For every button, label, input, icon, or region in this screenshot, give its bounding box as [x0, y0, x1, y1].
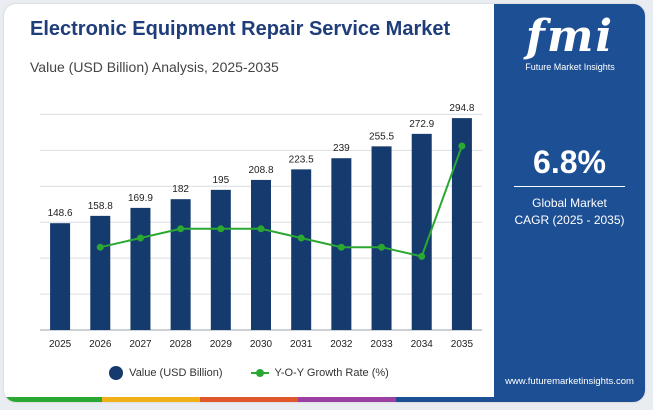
cagr-divider	[514, 186, 625, 187]
color-stripe	[4, 397, 494, 402]
data-label-2028: 182	[172, 184, 189, 195]
cagr-label-line1: Global Market	[532, 196, 607, 210]
data-label-2032: 239	[333, 143, 350, 154]
chart-title: Electronic Equipment Repair Service Mark…	[30, 18, 451, 40]
data-label-2031: 223.5	[289, 154, 314, 165]
cagr-value: 6.8%	[533, 144, 606, 180]
data-label-2026: 158.8	[88, 201, 113, 212]
x-tick-2025: 2025	[49, 339, 72, 350]
bar-2030	[251, 179, 271, 330]
data-label-2030: 208.8	[248, 165, 273, 176]
x-tick-2033: 2033	[370, 339, 393, 350]
legend-swatch-growth	[250, 369, 269, 377]
growth-point-2034	[418, 252, 426, 260]
growth-point-2027	[136, 234, 144, 242]
stripe-segment	[396, 397, 494, 402]
logo-text: Future Market Insights	[525, 62, 615, 72]
legend-item-growth: Y-O-Y Growth Rate (%)	[250, 367, 389, 379]
growth-line-path	[100, 145, 463, 258]
bar-line-chart: 148.6 158.8 169.9 182 195 208.8 223.5 239 255.5 2…	[40, 103, 482, 350]
stripe-segment	[298, 397, 396, 402]
bar-2031	[291, 169, 312, 330]
legend-swatch-value	[109, 366, 124, 380]
growth-point-2029	[217, 225, 225, 233]
growth-point-2031	[297, 234, 305, 242]
chart-card: Electronic Equipment Repair Service Mark…	[4, 4, 645, 402]
x-tick-2027: 2027	[129, 339, 152, 350]
legend-label-growth: Y-O-Y Growth Rate (%)	[274, 367, 389, 379]
x-tick-2031: 2031	[290, 339, 313, 350]
bar-2029	[210, 189, 231, 330]
data-label-2035: 294.8	[449, 103, 474, 114]
legend-label-value: Value (USD Billion)	[129, 367, 223, 379]
x-tick-2032: 2032	[330, 339, 353, 350]
growth-point-2026	[96, 243, 104, 251]
data-label-2029: 195	[212, 175, 229, 186]
x-tick-2026: 2026	[89, 339, 112, 350]
stripe-segment	[4, 397, 102, 402]
x-tick-2028: 2028	[170, 339, 193, 350]
bar-2026	[90, 215, 111, 330]
bar-2035	[451, 118, 472, 330]
growth-point-2032	[337, 243, 345, 251]
chart-legend: Value (USD Billion) Y-O-Y Growth Rate (%…	[4, 366, 494, 380]
bar-2028	[170, 199, 191, 330]
legend-item-value: Value (USD Billion)	[109, 366, 223, 380]
x-axis-ticks: 2025 2026 2027 2028 2029 2030 2031 2032 2033 2034…	[49, 339, 474, 350]
x-tick-2030: 2030	[250, 339, 273, 350]
cagr-label: Global Market CAGR (2025 - 2035)	[494, 195, 645, 229]
grid-lines	[40, 113, 482, 331]
cagr-label-line2: CAGR (2025 - 2035)	[514, 213, 625, 227]
data-labels: 148.6 158.8 169.9 182 195 208.8 223.5 239 255.5 2…	[48, 103, 475, 219]
x-tick-2034: 2034	[411, 339, 434, 350]
data-label-2027: 169.9	[128, 193, 153, 204]
x-tick-2035: 2035	[451, 339, 474, 350]
stripe-segment	[102, 397, 200, 402]
growth-line	[96, 142, 466, 260]
growth-point-2028	[177, 225, 185, 233]
x-tick-2029: 2029	[210, 339, 233, 350]
data-label-2033: 255.5	[369, 131, 394, 142]
bar-2034	[411, 133, 432, 330]
chart-subtitle: Value (USD Billion) Analysis, 2025-2035	[30, 59, 279, 75]
website-link[interactable]: www.futuremarketinsights.com	[505, 376, 634, 387]
bar-2033	[371, 146, 392, 330]
bar-2027	[130, 207, 151, 330]
value-bars	[50, 118, 472, 330]
bar-2025	[50, 223, 71, 330]
fmi-logo: fmi Future Market Insights	[508, 11, 632, 73]
stripe-segment	[200, 397, 298, 402]
growth-point-2033	[378, 243, 386, 251]
side-panel: fmi Future Market Insights 6.8% Global M…	[494, 4, 645, 402]
logo-mark: fmi	[525, 11, 615, 62]
data-label-2025: 148.6	[48, 208, 73, 219]
data-label-2034: 272.9	[409, 119, 434, 130]
growth-point-2035	[458, 142, 466, 150]
growth-point-2030	[257, 225, 265, 233]
